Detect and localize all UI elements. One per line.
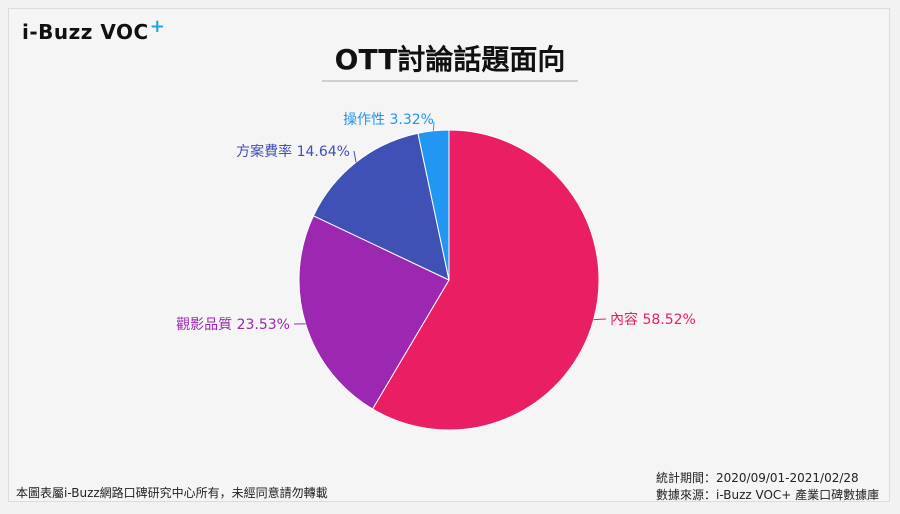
logo-plus-icon: +	[149, 16, 166, 37]
slice-label-2: 觀影品質 23.53%	[176, 317, 290, 333]
footer-meta: 統計期間：2020/09/01-2021/02/28 數據來源：i-Buzz V…	[656, 470, 879, 504]
stat-period: 統計期間：2020/09/01-2021/02/28	[656, 471, 859, 485]
pie-labels: 內容 58.52% 觀影品質 23.53% 方案費率 14.64% 操作性 3.32%	[176, 112, 696, 333]
slice-label-3: 方案費率 14.64%	[236, 143, 350, 160]
brand-logo: i-Buzz VOC+	[22, 16, 165, 44]
slice-label-4: 操作性 3.32%	[343, 112, 434, 128]
pie-leader-lines	[293, 121, 607, 325]
leader-line-4	[432, 121, 435, 131]
pie-slice-1	[371, 129, 600, 431]
chart-title: OTT討論話題面向	[334, 43, 566, 76]
leader-line-1	[593, 318, 607, 321]
copyright-note: 本圖表屬i-Buzz網路口碑研究中心所有，未經同意請勿轉載	[16, 486, 328, 500]
logo-text: i-Buzz VOC	[22, 20, 149, 44]
data-source: 數據來源：i-Buzz VOC+ 產業口碑數據庫	[656, 488, 880, 502]
leader-line-3	[353, 150, 357, 163]
pie-slices	[298, 129, 600, 431]
title-underline	[322, 80, 578, 82]
pie-slice-2	[298, 215, 450, 410]
slice-label-1: 內容 58.52%	[610, 311, 696, 328]
